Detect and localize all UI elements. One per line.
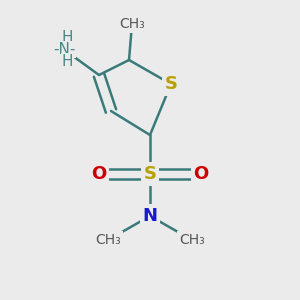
Text: CH₃: CH₃ [179,233,205,247]
Text: H: H [62,54,73,69]
Text: N: N [142,207,158,225]
Text: O: O [92,165,106,183]
Text: CH₃: CH₃ [119,17,145,31]
Text: -N-: -N- [53,42,76,57]
Text: O: O [194,165,208,183]
Text: S: S [164,75,178,93]
Text: H: H [62,30,73,45]
Text: CH₃: CH₃ [95,233,121,247]
Text: S: S [143,165,157,183]
